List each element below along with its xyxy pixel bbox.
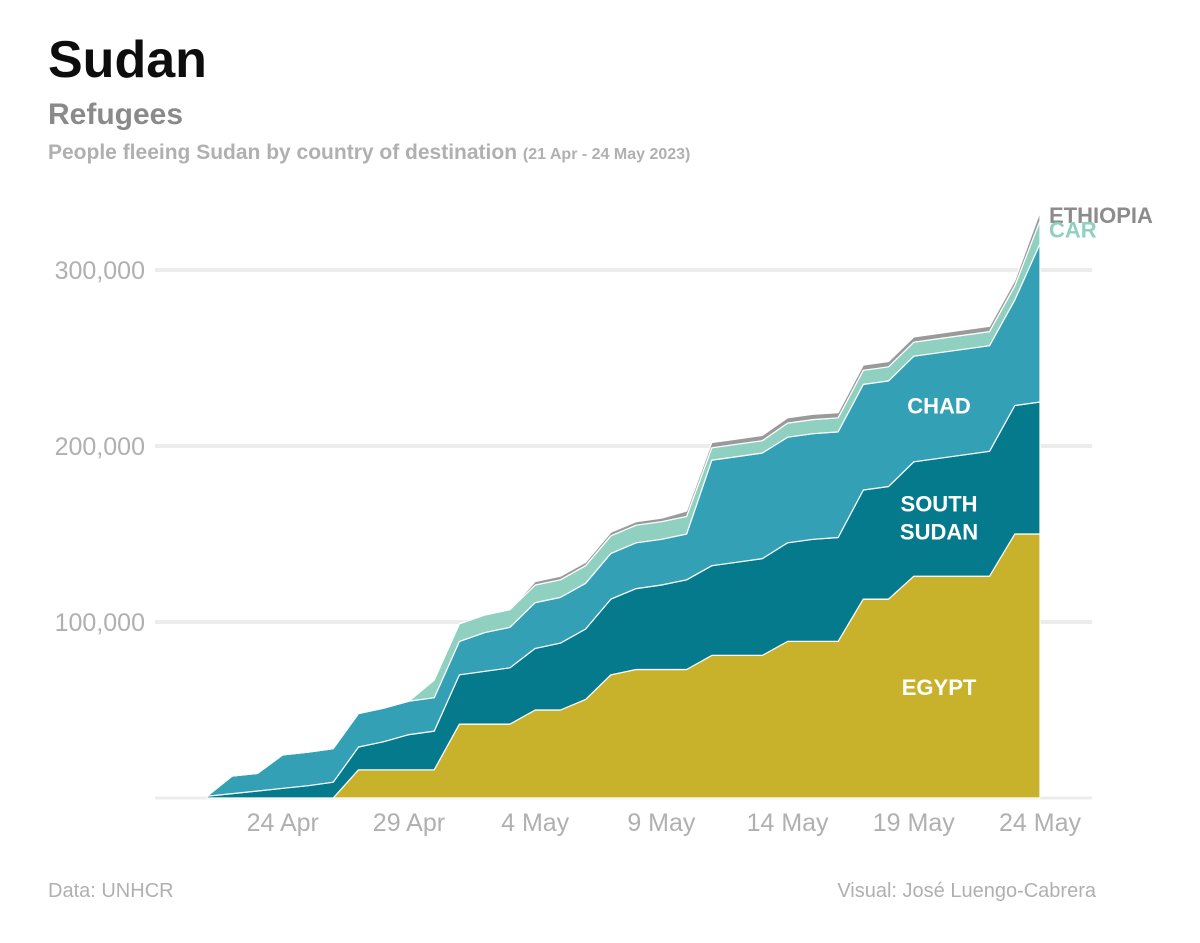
chart-description: People fleeing Sudan by country of desti… [48,141,690,165]
x-tick-label-29-apr: 29 Apr [373,809,445,837]
series-label-chad: CHAD [907,394,971,419]
x-tick-label-4-may: 4 May [501,809,570,837]
series-label-egypt: EGYPT [902,675,977,700]
area-ethiopia [206,211,1041,797]
data-source: Data: UNHCR [48,880,174,902]
chart-subtitle: Refugees [48,98,184,131]
y-tick-label-100000: 100,000 [55,609,145,637]
x-tick-label-14-may: 14 May [747,809,829,837]
x-tick-label-24-apr: 24 Apr [247,809,319,837]
visual-credit: Visual: José Luengo-Cabrera [837,880,1096,902]
x-tick-label-9-may: 9 May [627,809,696,837]
description-text: People fleeing Sudan by country of desti… [48,141,518,164]
date-range: (21 Apr - 24 May 2023) [522,146,691,163]
legend-label-ethiopia: ETHIOPIA [1049,203,1153,228]
legend-label-car: CAR [1049,218,1097,243]
x-tick-label-19-may: 19 May [873,809,955,837]
series-label-south-sudan-line-2: SUDAN [900,519,978,544]
y-tick-label-300000: 300,000 [55,257,145,285]
y-tick-label-200000: 200,000 [55,433,145,461]
x-tick-label-24-may: 24 May [999,809,1081,837]
page-title: Sudan [48,31,207,89]
series-label-south-sudan-line-1: SOUTH [901,491,978,516]
